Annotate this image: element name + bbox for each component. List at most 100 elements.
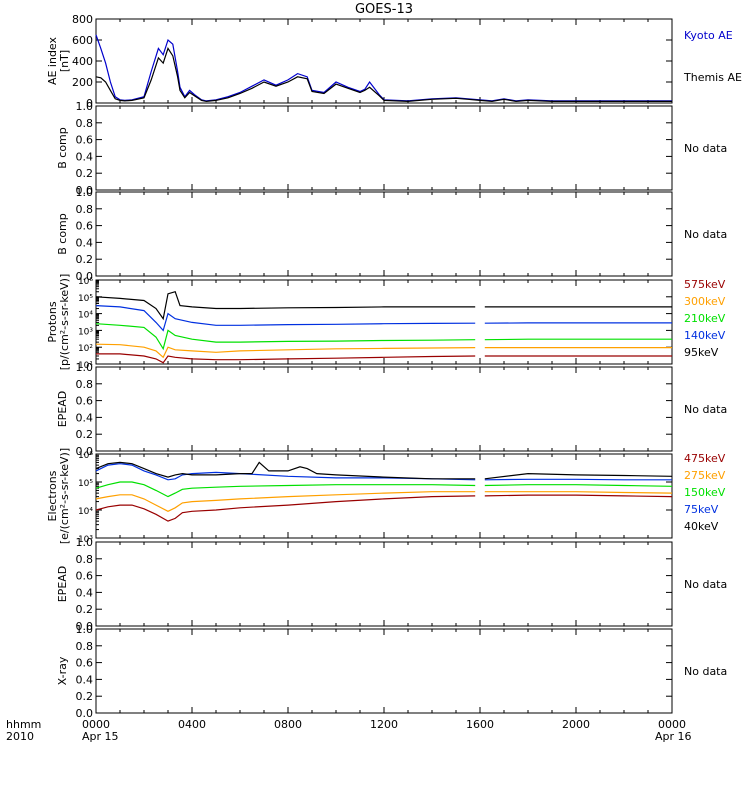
y-tick-label: 0.6 — [76, 220, 94, 233]
series-line-150kev — [484, 484, 673, 487]
y-tick-label: 0.4 — [76, 411, 94, 424]
y-tick-label: 10⁶ — [78, 451, 93, 461]
panel-frame — [95, 105, 673, 191]
panel-5: 0.0 0.2 0.4 0.6 0.8 1.0 EPEAD No data — [56, 361, 727, 458]
series-line-150kev — [95, 481, 476, 498]
panel-frame — [95, 366, 673, 452]
y-tick-label: 1.0 — [76, 100, 94, 113]
panel-frame — [95, 279, 673, 365]
panel-frame — [95, 191, 673, 277]
legend-entry: 275keV — [684, 469, 726, 482]
y-tick-label: 10⁶ — [78, 277, 93, 287]
no-data-label: No data — [684, 665, 727, 678]
y-axis-label: Electrons — [46, 470, 59, 521]
no-data-label: No data — [684, 228, 727, 241]
y-tick-label: 0 — [86, 97, 93, 110]
series-line-95kev — [95, 290, 476, 321]
time-tick-label: 2000 — [562, 718, 590, 731]
y-tick-label: 0.6 — [76, 570, 94, 583]
time-tick-label: 0400 — [178, 718, 206, 731]
series-line-40kev — [484, 472, 673, 480]
panel-frame — [95, 453, 673, 539]
series-line-75kev — [95, 463, 476, 481]
y-tick-label: 10³ — [78, 535, 93, 545]
series-line-40kev — [95, 461, 476, 480]
y-tick-label: 0.8 — [76, 378, 94, 391]
y-axis-label: EPEAD — [56, 391, 69, 428]
series-line-575kev — [96, 353, 476, 364]
y-axis-label: B comp — [56, 213, 69, 255]
y-tick-label: 600 — [72, 34, 93, 47]
y-tick-label: 1.0 — [76, 623, 94, 636]
y-tick-label: 0.0 — [76, 184, 94, 197]
panel-frame — [95, 18, 673, 104]
legend-entry: 95keV — [684, 346, 719, 359]
corner-label-year: 2010 — [6, 730, 34, 743]
y-tick-label: 200 — [72, 76, 93, 89]
panel-6: 10³ 10⁴ 10⁵ 10⁶ Electrons [e/(cm²-s-sr-keV)] 4… — [46, 448, 726, 545]
y-tick-label: 0.8 — [76, 117, 94, 130]
no-data-label: No data — [684, 403, 727, 416]
legend-entry: 300keV — [684, 295, 726, 308]
no-data-label: No data — [684, 578, 727, 591]
y-tick-label: 0.2 — [76, 690, 94, 703]
y-tick-label: 0.2 — [76, 603, 94, 616]
y-tick-label: 0.8 — [76, 640, 94, 653]
y-tick-label: 10³ — [78, 327, 93, 337]
y-tick-label: 0.4 — [76, 586, 94, 599]
panel-stack: 0 200 400 600 800 AE index [nT] Kyoto AE Themis … — [46, 13, 742, 720]
legend-entry: 575keV — [684, 278, 726, 291]
start-date-label: Apr 15 — [82, 730, 119, 743]
y-tick-label: 800 — [72, 13, 93, 26]
y-tick-label: 10⁵ — [78, 294, 93, 304]
y-tick-label: 10¹ — [78, 361, 93, 371]
y-tick-label: 0.4 — [76, 150, 94, 163]
legend-entry: Kyoto AE — [684, 29, 733, 42]
panel-frame — [95, 628, 673, 714]
time-axis: hhmm 2010 Apr 15 Apr 16 0000 0400 0800 1200… — [6, 718, 692, 743]
y-tick-label: 1.0 — [76, 361, 94, 374]
series-line-300kev — [95, 343, 476, 359]
panel-frame — [95, 541, 673, 627]
legend-entry: 75keV — [684, 503, 719, 516]
legend-entry: Themis AE — [683, 71, 742, 84]
y-tick-label: 1.0 — [76, 536, 94, 549]
legend-entry: 40keV — [684, 520, 719, 533]
y-tick-label: 10⁴ — [78, 311, 93, 321]
y-tick-label: 10² — [78, 344, 93, 354]
panel-3: 0.0 0.2 0.4 0.6 0.8 1.0 B comp No data — [56, 186, 727, 283]
y-axis-label: [e/(cm²-s-sr-keV)] — [58, 448, 71, 544]
y-tick-label: 0.6 — [76, 395, 94, 408]
y-axis-label: [nT] — [58, 50, 71, 72]
y-tick-label: 0.8 — [76, 553, 94, 566]
series-line-210kev — [484, 338, 672, 341]
y-axis-label: AE index — [46, 36, 59, 85]
series-line-475kev — [484, 494, 673, 498]
y-axis-label: [p/(cm²-s-sr-keV)] — [58, 274, 71, 371]
series-line-475kev — [95, 495, 476, 522]
panel-2: 0.0 0.2 0.4 0.6 0.8 1.0 B comp No data — [56, 100, 727, 197]
y-tick-label: 1.0 — [76, 186, 94, 199]
y-tick-label: 10⁴ — [78, 507, 93, 517]
time-tick-label: 0800 — [274, 718, 302, 731]
y-tick-label: 0.4 — [76, 236, 94, 249]
legend-entry: 150keV — [684, 486, 726, 499]
panel-1: 0 200 400 600 800 AE index [nT] Kyoto AE Themis … — [46, 13, 742, 110]
time-tick-label: 0000 — [658, 718, 686, 731]
time-tick-label: 0000 — [82, 718, 110, 731]
time-tick-label: 1600 — [466, 718, 494, 731]
panel-4: 10¹ 10² 10³ 10⁴ 10⁵ 10⁶ Protons [p/(cm²-s-sr-ke… — [46, 274, 726, 371]
corner-label-hhmm: hhmm — [6, 718, 41, 731]
panel-7: 0.0 0.2 0.4 0.6 0.8 1.0 EPEAD No data — [56, 536, 727, 633]
y-tick-label: 0.0 — [76, 445, 94, 458]
time-tick-label: 1200 — [370, 718, 398, 731]
y-tick-label: 10⁵ — [78, 479, 93, 489]
series-line-210kev — [95, 323, 476, 351]
end-date-label: Apr 16 — [655, 730, 692, 743]
no-data-label: No data — [684, 142, 727, 155]
y-axis-label: X-ray — [56, 656, 69, 685]
panel-8: 0.0 0.2 0.4 0.6 0.8 1.0 X-ray No data — [56, 623, 727, 720]
y-tick-label: 0.2 — [76, 167, 94, 180]
legend-entry: 140keV — [684, 329, 726, 342]
